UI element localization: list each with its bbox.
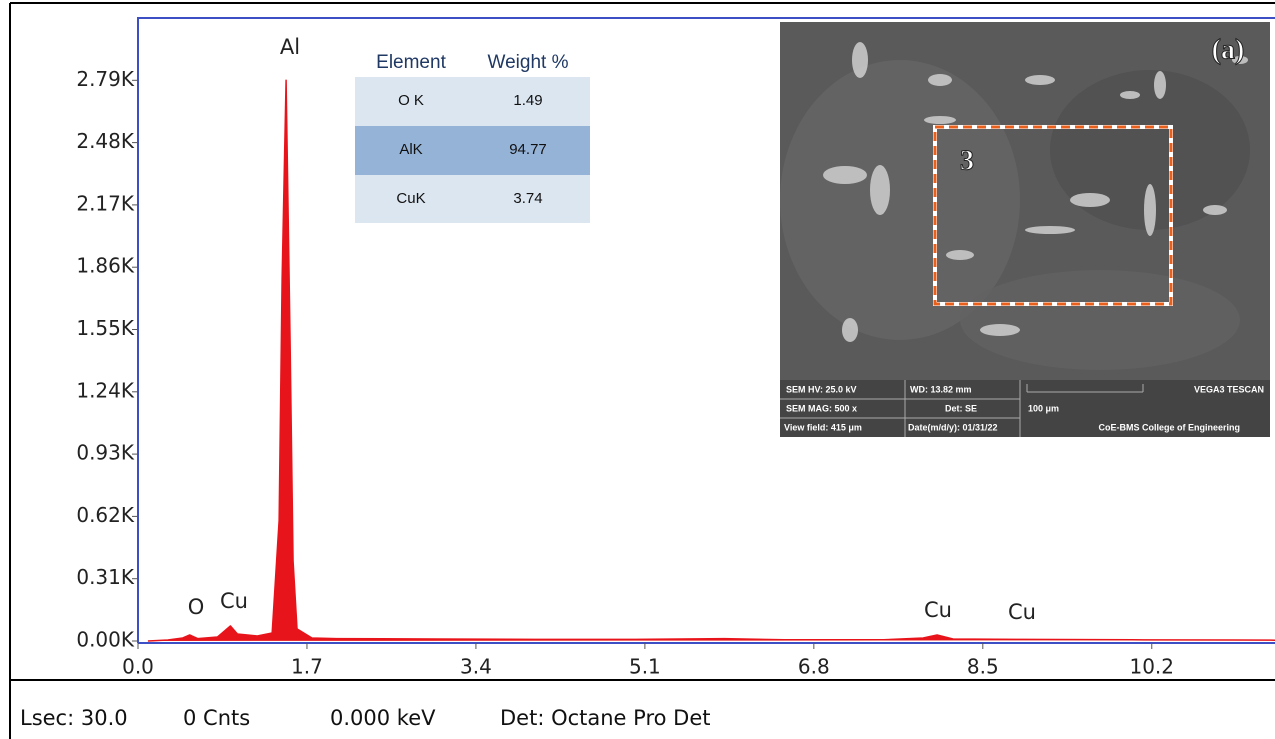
y-tick-label: 2.17K: [76, 191, 135, 215]
info-text: SEM HV: 25.0 kV: [786, 384, 857, 394]
table-cell: AlK: [399, 141, 422, 158]
y-tick-label: 0.00K: [76, 628, 135, 652]
table-cell: O K: [398, 92, 424, 109]
y-tick-label: 1.86K: [76, 254, 135, 278]
status-text: Lsec: 30.0: [20, 706, 128, 730]
y-tick-label: 0.62K: [76, 503, 135, 527]
x-tick-label: 1.7: [291, 655, 323, 679]
table-row: [355, 126, 590, 175]
weight-table: Element Weight % O K 1.49 AlK 94.77 CuK …: [355, 52, 590, 223]
status-text: 0 Cnts: [183, 706, 250, 730]
peak-label: Cu: [220, 589, 248, 613]
x-tick-label: 5.1: [629, 655, 661, 679]
x-tick-label: 8.5: [967, 655, 999, 679]
x-tick-label: 10.2: [1129, 655, 1174, 679]
y-tick-label: 1.24K: [76, 378, 135, 402]
panel-label: (a): [1212, 34, 1245, 65]
table-cell: CuK: [396, 190, 425, 207]
info-text: WD: 13.82 mm: [910, 384, 972, 394]
table-cell: 1.49: [513, 92, 542, 109]
eds-spectrum-window: 0.00K 0.31K 0.62K 0.93K 1.24K 1.55K 1.86K 2.17K…: [0, 0, 1275, 739]
info-text: Date(m/d/y): 01/31/22: [908, 422, 998, 432]
info-text: VEGA3 TESCAN: [1194, 384, 1264, 394]
status-text: 0.000 keV: [330, 706, 436, 730]
sem-texture: [960, 270, 1240, 370]
sem-image: 3 (a) SEM HV: 25.0 kV WD: 13.82 mm VEGA3…: [780, 22, 1270, 437]
x-tick-label: 6.8: [798, 655, 830, 679]
peak-label: Al: [280, 35, 300, 59]
peak-label: Cu: [1008, 600, 1036, 624]
info-text: 100 μm: [1028, 403, 1059, 413]
table-cell: 94.77: [509, 141, 547, 158]
y-tick-label: 2.48K: [76, 129, 135, 153]
table-row: [355, 175, 590, 223]
peak-label: Cu: [924, 598, 952, 622]
y-tick-label: 0.93K: [76, 441, 135, 465]
table-cell: 3.74: [513, 190, 542, 207]
info-text: Det: SE: [945, 403, 977, 413]
table-row: [355, 77, 590, 126]
y-tick-label: 0.31K: [76, 565, 135, 589]
region-label: 3: [960, 145, 974, 176]
table-header: Element: [376, 52, 446, 73]
y-tick-label: 2.79K: [76, 67, 135, 91]
x-tick-label: 0.0: [122, 655, 154, 679]
y-tick-label: 1.55K: [76, 316, 135, 340]
peak-label: O: [188, 595, 205, 619]
info-text: SEM MAG: 500 x: [786, 403, 857, 413]
status-bar: Lsec: 30.0 0 Cnts 0.000 keV Det: Octane …: [20, 706, 710, 730]
x-tick-label: 3.4: [460, 655, 492, 679]
info-text: CoE-BMS College of Engineering: [1098, 422, 1240, 432]
status-text: Det: Octane Pro Det: [500, 706, 710, 730]
info-text: View field: 415 μm: [784, 422, 862, 432]
table-header: Weight %: [488, 52, 569, 73]
